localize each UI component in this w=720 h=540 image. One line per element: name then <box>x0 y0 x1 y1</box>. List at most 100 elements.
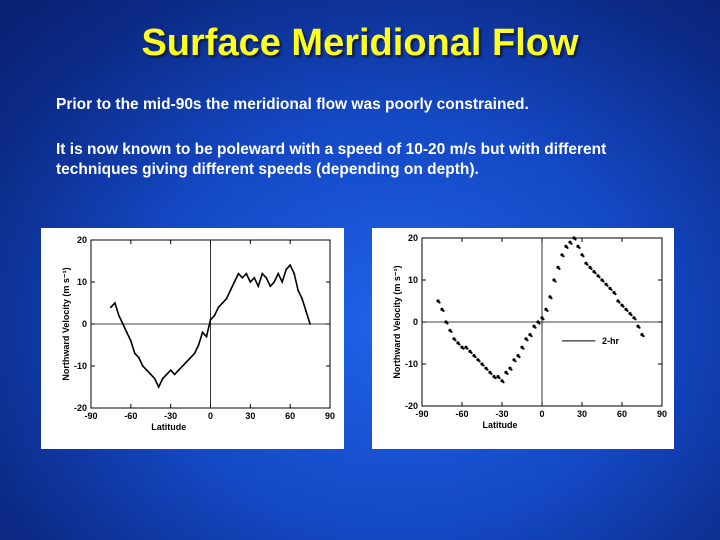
x-tick-label: -60 <box>124 411 137 421</box>
y-axis-label: Northward Velocity (m s⁻¹) <box>61 267 71 380</box>
data-point-secondary <box>478 360 481 363</box>
data-point-secondary <box>610 288 613 291</box>
data-point <box>289 264 292 267</box>
data-point-secondary <box>598 276 601 279</box>
data-point <box>181 365 184 367</box>
data-point-secondary <box>474 356 477 359</box>
data-point-secondary <box>466 347 469 350</box>
data-point-secondary <box>590 267 593 270</box>
data-point <box>145 369 148 372</box>
data-point <box>265 276 268 279</box>
data-point <box>193 352 196 355</box>
data-point-secondary <box>514 360 517 363</box>
data-point <box>141 365 144 367</box>
data-point <box>257 285 260 288</box>
legend-label: 2-hr <box>602 336 620 346</box>
data-point-secondary <box>470 351 473 354</box>
scatter-chart: -90 -60 -30 0 30 60 90 20 10 0 -10 -20 Latitude North… <box>392 233 667 430</box>
data-point-secondary <box>606 284 609 287</box>
data-point-secondary <box>458 343 461 346</box>
data-point <box>121 323 124 325</box>
data-point <box>301 297 304 300</box>
data-point-secondary <box>582 255 585 258</box>
x-tick-label: 90 <box>657 409 667 419</box>
data-point-secondary <box>558 267 561 270</box>
data-point-secondary <box>538 322 541 325</box>
data-point <box>269 285 272 288</box>
data-point <box>281 281 284 283</box>
data-point <box>114 302 116 304</box>
y-tick-label: 0 <box>413 317 418 327</box>
data-point-secondary <box>586 263 589 266</box>
data-point-secondary <box>462 347 465 350</box>
x-axis-label: Latitude <box>483 420 518 430</box>
data-point-secondary <box>602 280 605 283</box>
data-point <box>277 272 280 275</box>
data-point-secondary <box>550 297 553 300</box>
data-point <box>309 323 311 325</box>
data-point-secondary <box>614 293 617 296</box>
data-point-secondary <box>642 335 645 338</box>
y-tick-label: 0 <box>82 319 87 329</box>
data-point-secondary <box>622 305 625 308</box>
data-point <box>241 276 244 279</box>
data-point <box>245 272 248 275</box>
x-tick-label: 0 <box>208 411 213 421</box>
data-point-secondary <box>510 368 513 371</box>
data-point-secondary <box>546 309 549 312</box>
data-point-secondary <box>442 309 445 312</box>
data-point <box>189 356 192 359</box>
y-tick-label: 20 <box>77 235 87 245</box>
y-tick-label: -10 <box>405 359 418 369</box>
data-point-secondary <box>454 339 457 342</box>
data-point <box>129 339 132 342</box>
data-point-secondary <box>502 381 505 384</box>
y-tick-label: -20 <box>74 403 87 413</box>
data-point-secondary <box>482 364 485 367</box>
data-point <box>225 297 228 300</box>
paragraph-current-knowledge: It is now known to be poleward with a sp… <box>56 141 607 178</box>
data-point <box>293 272 296 275</box>
data-point-secondary <box>566 246 569 249</box>
x-tick-label: 60 <box>285 411 295 421</box>
data-point-secondary <box>438 301 441 304</box>
data-point <box>237 272 240 275</box>
data-point <box>197 344 200 346</box>
data-point-secondary <box>570 242 573 245</box>
y-tick-label: 20 <box>408 233 418 243</box>
paragraph-history: Prior to the mid-90s the meridional flow… <box>56 96 529 113</box>
data-point-secondary <box>526 339 529 342</box>
data-point <box>217 306 220 309</box>
data-point <box>169 369 172 372</box>
y-tick-label: -20 <box>405 401 418 411</box>
x-tick-label: -90 <box>84 411 97 421</box>
data-point <box>117 314 120 317</box>
data-point-secondary <box>638 326 641 329</box>
data-point-secondary <box>634 318 637 321</box>
data-point <box>261 272 264 275</box>
data-point <box>149 373 152 376</box>
data-point-secondary <box>522 347 525 350</box>
data-point <box>125 331 128 334</box>
slide-title: Surface Meridional Flow <box>141 22 579 64</box>
data-point <box>133 352 136 355</box>
data-point <box>209 318 212 321</box>
data-point-secondary <box>530 335 533 338</box>
data-point <box>157 386 160 388</box>
data-point-secondary <box>494 377 497 380</box>
data-point <box>185 360 188 363</box>
data-point-secondary <box>450 330 453 333</box>
data-point-secondary <box>562 255 565 258</box>
x-axis-label: Latitude <box>151 422 186 432</box>
chart-panel-scatter: -90 -60 -30 0 30 60 90 20 10 0 -10 -20 Latitude North… <box>372 228 674 449</box>
data-point <box>273 281 276 283</box>
y-tick-label: 10 <box>77 277 87 287</box>
data-point <box>213 314 216 317</box>
y-tick-label: 10 <box>408 275 418 285</box>
data-point-secondary <box>498 377 501 380</box>
x-tick-label: -30 <box>495 409 508 419</box>
x-tick-label: -30 <box>164 411 177 421</box>
data-point <box>233 281 236 283</box>
data-point-secondary <box>574 238 577 241</box>
data-point-secondary <box>626 309 629 312</box>
